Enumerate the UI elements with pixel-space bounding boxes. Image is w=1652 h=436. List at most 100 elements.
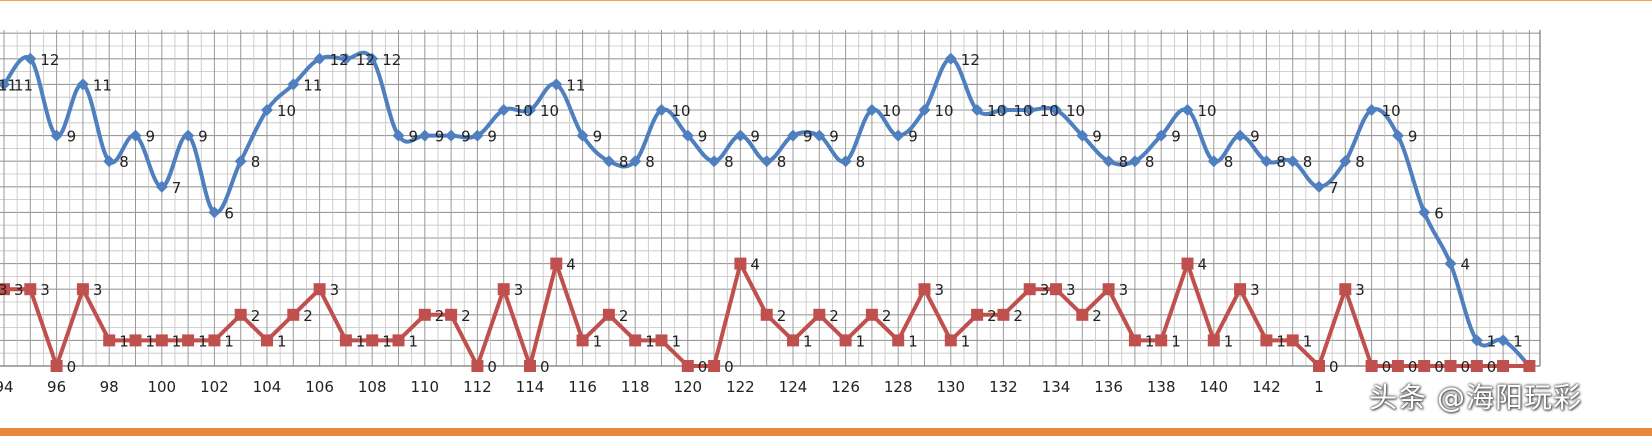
series-2-data-label: 2 — [251, 307, 261, 325]
series-1-data-label: 9 — [198, 128, 208, 146]
bottom-orange-bar — [0, 428, 1652, 436]
series-1-data-label: 12 — [40, 51, 59, 69]
series-2-data-label: 3 — [1250, 281, 1260, 299]
series-1-data-label: 8 — [1303, 153, 1313, 171]
series-2-marker — [1418, 360, 1431, 372]
series-1-marker — [0, 78, 10, 91]
series-2-data-label: 1 — [1303, 332, 1313, 350]
series-1-data-label: 10 — [1198, 102, 1217, 120]
series-1-marker — [366, 52, 379, 65]
series-2-data-label: 1 — [382, 332, 392, 350]
series-1-marker — [392, 129, 405, 142]
x-tick-label: 126 — [831, 378, 860, 396]
series-1-data-label: 9 — [803, 128, 813, 146]
series-2-marker — [1339, 283, 1352, 296]
series-2-data-label: 2 — [777, 307, 787, 325]
series-2-marker — [550, 257, 563, 270]
series-1-marker — [1470, 334, 1483, 347]
x-axis-tick-labels: 94 96 98 100 102 104 106 108 110 112 114 116 118 120 1… — [0, 378, 1324, 396]
series-2-marker — [655, 334, 668, 347]
series-2-data-label: 0 — [1408, 358, 1418, 376]
series-2-data-label: 3 — [1066, 281, 1076, 299]
series-2-marker — [155, 334, 168, 347]
series-1-data-label: 8 — [856, 153, 866, 171]
series-2-data-label: 1 — [803, 332, 813, 350]
x-tick-label: 136 — [1094, 378, 1123, 396]
series-1-data-label: 7 — [1329, 179, 1339, 197]
series-1-data-label: 10 — [1066, 102, 1085, 120]
series-1-data-label: 9 — [146, 128, 156, 146]
series-2-data-label: 3 — [40, 281, 50, 299]
series-2-marker — [50, 360, 63, 372]
series-1-data-label: 9 — [1250, 128, 1260, 146]
series-2-marker — [892, 334, 905, 347]
series-1-marker — [471, 129, 484, 142]
series-2-marker — [1470, 360, 1483, 372]
series-2-data-label: 1 — [593, 332, 603, 350]
series-1-data-label: 4 — [1461, 256, 1471, 274]
x-tick-label: 112 — [463, 378, 492, 396]
series-1-marker — [524, 104, 536, 116]
series-2-marker — [1102, 283, 1115, 296]
series-1-marker — [445, 129, 458, 142]
chart-grid — [0, 30, 1541, 367]
series-2-data-label: 1 — [1171, 332, 1181, 350]
series-2-data-label: 3 — [93, 281, 103, 299]
series-2-data-label: 1 — [856, 332, 866, 350]
series-2-marker — [1497, 360, 1510, 372]
series-1-data-label: 10 — [1040, 102, 1059, 120]
series-2-marker — [1365, 360, 1378, 372]
x-tick-label: 114 — [516, 378, 545, 396]
series-1-marker — [418, 129, 431, 142]
series-2-data-label: 1 — [1145, 332, 1155, 350]
series-1-marker — [944, 52, 957, 65]
series-2-data-label: 2 — [435, 307, 445, 325]
series-1-data-label: 9 — [409, 128, 419, 146]
series-1-marker — [813, 129, 826, 142]
series-2-marker — [1155, 334, 1168, 347]
series-1-data-label: 9 — [487, 128, 497, 146]
series-1-data-label: 10 — [935, 102, 954, 120]
series-1-data-label: 8 — [724, 153, 734, 171]
series-2-data-label: 2 — [829, 307, 839, 325]
series-2-data-label: 1 — [198, 332, 208, 350]
series-1-marker — [497, 104, 510, 116]
series-1-marker — [287, 78, 300, 91]
series-1-marker — [760, 155, 773, 168]
series-2-data-label: 0 — [487, 358, 497, 376]
series-1-marker — [1102, 155, 1115, 168]
series-1-marker — [208, 206, 221, 219]
series-2-marker — [418, 308, 431, 321]
series-1-data-label: 10 — [672, 102, 691, 120]
series-1-data-label: 8 — [1119, 153, 1129, 171]
series-2-marker — [708, 360, 721, 372]
series-2-data-label: 3 — [330, 281, 340, 299]
x-tick-label: 98 — [100, 378, 119, 396]
series-1-marker — [155, 180, 168, 193]
series-2-marker — [787, 334, 799, 347]
series-1-marker — [1497, 334, 1510, 347]
series-2-data-label: 4 — [566, 256, 576, 274]
series-2-data-label: 0 — [698, 358, 708, 376]
series-1-marker — [629, 155, 642, 168]
series-2-marker — [129, 334, 142, 347]
series-2-marker — [1391, 360, 1404, 372]
series-2-marker — [1023, 283, 1036, 296]
series-1-marker — [24, 52, 37, 65]
series-2-data-label: 3 — [514, 281, 524, 299]
series-1-marker — [655, 104, 668, 116]
series-1-marker — [787, 129, 799, 142]
series-2-data-label: 1 — [961, 332, 971, 350]
series-1-data-label: 1 — [1513, 332, 1523, 350]
series-1-marker — [839, 155, 852, 168]
series-2-marker — [1523, 360, 1536, 372]
series-1-marker — [1234, 129, 1247, 142]
series-2-marker — [339, 334, 352, 347]
series-2-marker — [1234, 283, 1247, 296]
series-1-marker — [1444, 257, 1457, 270]
series-2-data-label: 4 — [750, 256, 760, 274]
series-1-data-label: 12 — [330, 51, 349, 69]
series-2-marker — [524, 360, 536, 372]
series-2-data-label: 1 — [908, 332, 918, 350]
